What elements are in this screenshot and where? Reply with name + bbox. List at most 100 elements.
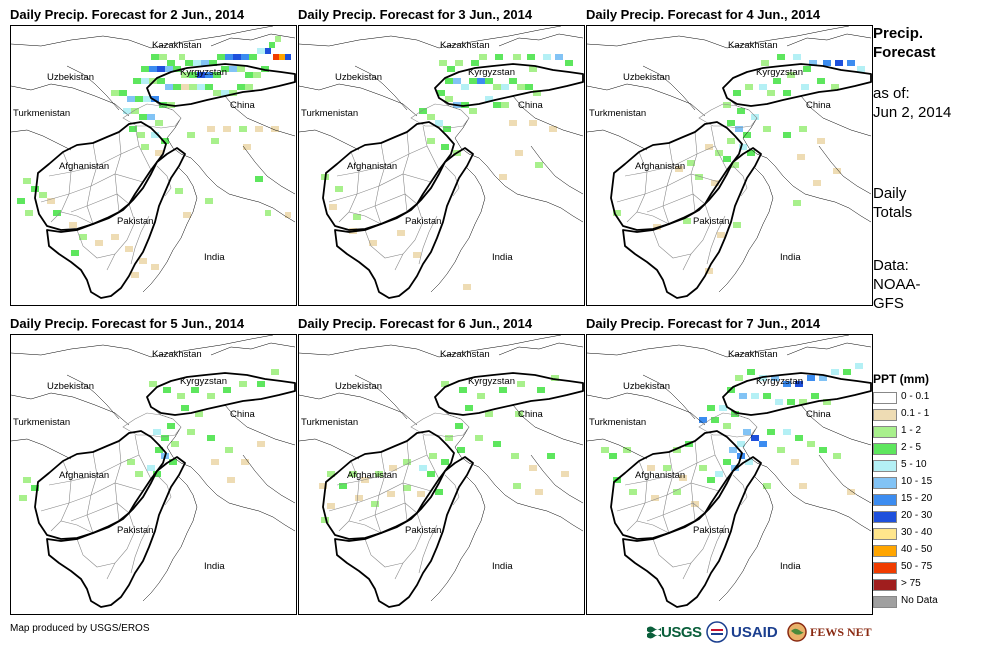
province-line (394, 203, 424, 271)
precip-cell (831, 84, 839, 90)
precip-cell (673, 489, 681, 495)
precip-cell (195, 411, 203, 417)
province-line (394, 512, 424, 580)
precip-cell (157, 78, 165, 84)
precip-cell (719, 405, 727, 411)
country-outlines (34, 372, 296, 608)
neighbor-border-line (354, 374, 408, 420)
precip-cell (255, 126, 263, 132)
precip-cells (321, 54, 573, 290)
precip-cell (171, 441, 179, 447)
neighbor-border-line (299, 129, 360, 151)
precip-cell (185, 60, 193, 66)
precip-cell (141, 78, 149, 84)
precip-cell (177, 393, 185, 399)
neighbor-border-line (11, 26, 274, 49)
credit-text: Map produced by USGS/EROS (10, 623, 150, 634)
precip-cell (173, 84, 181, 90)
precip-cell (833, 453, 841, 459)
province-line (364, 229, 404, 259)
precip-cell (499, 387, 507, 393)
province-line (40, 173, 144, 203)
country-label-uzbekistan: Uzbekistan (47, 72, 94, 83)
province-line (130, 215, 150, 265)
precip-cell (207, 393, 215, 399)
neighbor-border-line (224, 404, 296, 446)
precip-cell (601, 447, 609, 453)
as-of-label: as of: (873, 85, 910, 102)
precip-cell (525, 84, 533, 90)
precip-cell (803, 66, 811, 72)
precip-cell (527, 54, 535, 60)
precip-cell (329, 204, 337, 210)
province-line (50, 211, 94, 225)
tajikistan-outline (698, 103, 758, 129)
precip-cell (157, 66, 165, 72)
pakistan-outline (46, 147, 186, 299)
panel-title: Daily Precip. Forecast for 4 Jun., 2014 (586, 7, 821, 22)
country-label-uzbekistan: Uzbekistan (335, 381, 382, 392)
precip-cell (285, 54, 291, 60)
country-labels: Kazakhstan Uzbekistan Kyrgyzstan Turkmenist… (301, 349, 544, 572)
neighbor-border-line (11, 438, 72, 460)
legend-swatch (873, 477, 897, 489)
province-line (690, 131, 698, 213)
province-line (624, 454, 716, 486)
precip-cell (813, 180, 821, 186)
precip-cell (727, 138, 735, 144)
precip-cell (455, 60, 463, 66)
precip-cell (793, 200, 801, 206)
precip-cell (273, 54, 279, 60)
india-border-line (430, 476, 486, 602)
province-line (114, 440, 122, 522)
country-label-kazakhstan: Kazakhstan (728, 40, 778, 51)
precip-cell (205, 84, 213, 90)
pakistan-outline (622, 456, 762, 608)
province-line (358, 502, 418, 522)
precip-cell (793, 54, 801, 60)
country-label-china: China (518, 409, 544, 420)
precip-map: Kazakhstan Uzbekistan Kyrgyzstan Turkmenist… (587, 335, 872, 608)
precip-cell (225, 54, 233, 60)
map-frame: Kazakhstan Uzbekistan Kyrgyzstan Turkmenist… (298, 25, 585, 306)
province-line (76, 229, 116, 259)
precip-cell (817, 78, 825, 84)
neighbor-border-line (786, 342, 872, 356)
legend-label: 30 - 40 (901, 527, 933, 538)
precip-cell (155, 447, 163, 453)
afghanistan-outline (610, 121, 743, 231)
precip-cell (429, 453, 437, 459)
precip-cell (17, 198, 25, 204)
precip-cell (763, 126, 771, 132)
province-line (348, 151, 360, 213)
precip-cell (823, 399, 831, 405)
precip-cell (457, 447, 465, 453)
neighbor-border-line (587, 438, 648, 460)
country-label-china: China (230, 100, 256, 111)
country-label-turkmenistan: Turkmenistan (589, 417, 646, 428)
province-line (652, 538, 692, 568)
data-source-line2: NOAA- (873, 276, 921, 293)
precip-cell (137, 132, 145, 138)
precip-cell (149, 381, 157, 387)
precip-cell (515, 150, 523, 156)
precip-cell (739, 144, 747, 150)
precip-cell (445, 96, 453, 102)
precip-cell (167, 423, 175, 429)
legend-label: 15 - 20 (901, 493, 933, 504)
province-line (358, 193, 418, 213)
india-border-line (718, 476, 774, 602)
neighbor-border-line (299, 26, 562, 49)
province-line (70, 502, 130, 522)
precip-cell (197, 84, 205, 90)
country-label-kyrgyzstan: Kyrgyzstan (756, 376, 803, 387)
precip-cell (509, 120, 517, 126)
precip-cell (197, 72, 205, 78)
precip-cells (17, 36, 291, 278)
precip-cell (397, 230, 405, 236)
precip-cell (175, 188, 183, 194)
precip-cell (201, 60, 209, 66)
precip-cell (151, 264, 159, 270)
legend-swatch (873, 562, 897, 574)
province-line (40, 482, 144, 512)
